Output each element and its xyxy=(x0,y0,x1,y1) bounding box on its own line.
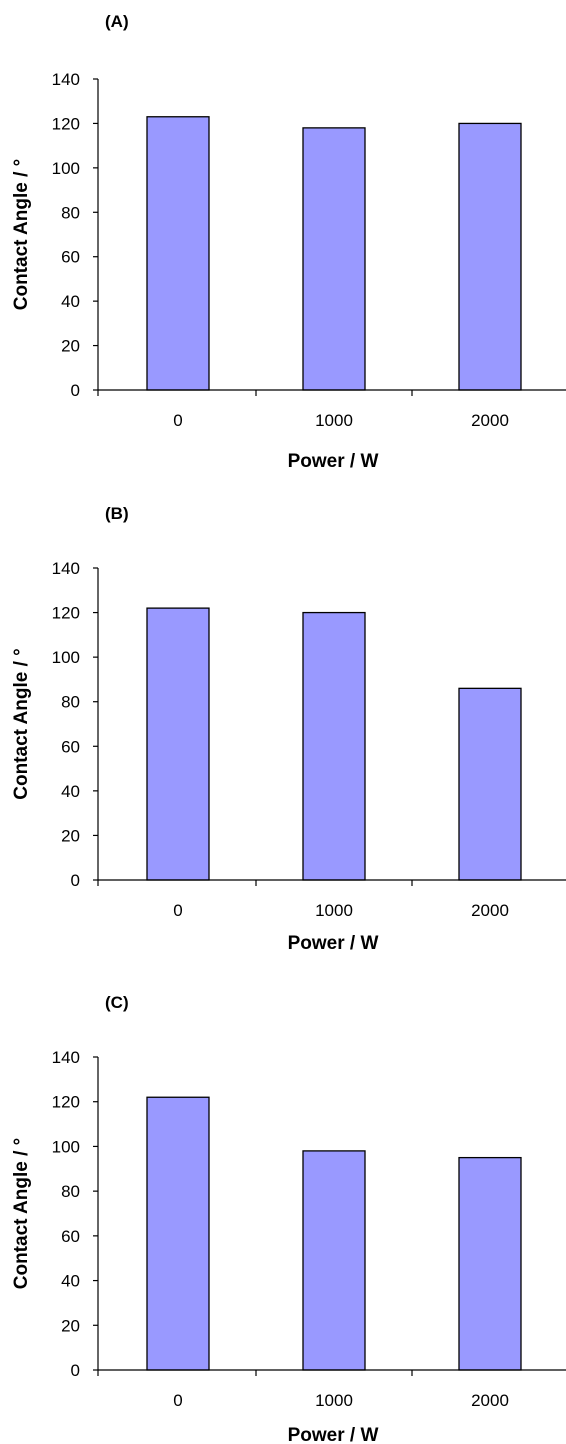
x-tick-label: 0 xyxy=(173,411,182,430)
bar-0 xyxy=(146,607,210,881)
y-tick-label: 40 xyxy=(61,1272,80,1291)
y-tick-label: 0 xyxy=(71,1361,80,1380)
bar-2000 xyxy=(458,687,522,881)
y-tick-label: 60 xyxy=(61,248,80,267)
bar-2000 xyxy=(458,1156,522,1371)
y-tick-label: 60 xyxy=(61,1227,80,1246)
y-tick-label: 80 xyxy=(61,1182,80,1201)
y-tick-label: 140 xyxy=(52,559,80,578)
y-tick-label: 120 xyxy=(52,604,80,623)
x-tick-label: 2000 xyxy=(471,411,509,430)
y-tick-label: 140 xyxy=(52,70,80,89)
x-tick-label: 0 xyxy=(173,901,182,920)
y-tick-label: 80 xyxy=(61,203,80,222)
x-axis-title: Power / W xyxy=(288,933,379,954)
x-tick-label: 1000 xyxy=(315,901,353,920)
chart-panel-1: (A) 0 20 40 60 80 100 120 140 0 1000 2000 Power / W C… xyxy=(11,12,566,472)
x-axis-title: Power / W xyxy=(288,1425,379,1444)
x-axis-title: Power / W xyxy=(288,451,379,472)
y-tick-label: 120 xyxy=(52,1093,80,1112)
y-tick-label: 40 xyxy=(61,782,80,801)
y-tick-label: 120 xyxy=(52,114,80,133)
bar-0 xyxy=(146,1096,210,1371)
panel-label: (C) xyxy=(105,993,129,1012)
y-tick-label: 60 xyxy=(61,737,80,756)
y-tick-label: 140 xyxy=(52,1048,80,1067)
y-tick-label: 100 xyxy=(52,648,80,667)
x-tick-label: 1000 xyxy=(315,411,353,430)
y-tick-label: 20 xyxy=(61,337,80,356)
bar-1000 xyxy=(302,127,366,391)
x-tick-label: 2000 xyxy=(471,1391,509,1410)
bar-0 xyxy=(146,116,210,391)
chart-panel-2: (B) 0 20 40 60 80 100 120 140 0 1000 2000 Power / W C… xyxy=(11,504,566,954)
x-tick-label: 0 xyxy=(173,1391,182,1410)
bar-1000 xyxy=(302,1150,366,1371)
y-tick-label: 100 xyxy=(52,1137,80,1156)
y-axis-title: Contact Angle / ° xyxy=(11,648,32,800)
y-tick-label: 20 xyxy=(61,1316,80,1335)
x-tick-label: 2000 xyxy=(471,901,509,920)
y-tick-label: 40 xyxy=(61,292,80,311)
y-axis-title: Contact Angle / ° xyxy=(11,1138,32,1290)
panel-label: (B) xyxy=(105,504,129,523)
y-tick-label: 80 xyxy=(61,693,80,712)
y-axis-title: Contact Angle / ° xyxy=(11,159,32,311)
bar-2000 xyxy=(458,122,522,391)
y-tick-label: 0 xyxy=(71,381,80,400)
y-tick-label: 100 xyxy=(52,159,80,178)
x-tick-label: 1000 xyxy=(315,1391,353,1410)
panel-label: (A) xyxy=(105,12,129,31)
bar-1000 xyxy=(302,611,366,881)
y-tick-label: 0 xyxy=(71,871,80,890)
chart-panel-3: (C) 0 20 40 60 80 100 120 140 0 1000 2000 Power / W C… xyxy=(11,993,566,1444)
y-tick-label: 20 xyxy=(61,826,80,845)
